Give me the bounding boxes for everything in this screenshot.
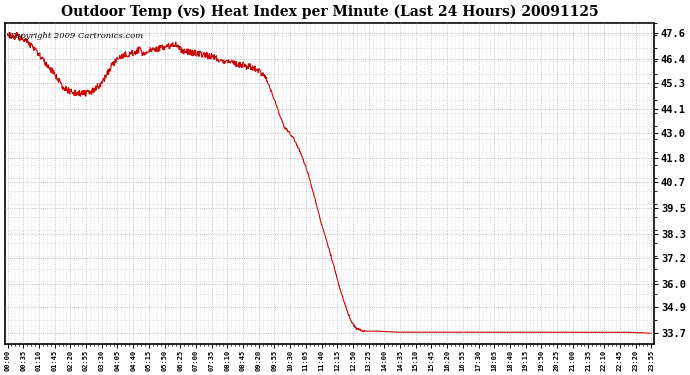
Title: Outdoor Temp (vs) Heat Index per Minute (Last 24 Hours) 20091125: Outdoor Temp (vs) Heat Index per Minute … (61, 4, 598, 18)
Text: Copyright 2009 Cartronics.com: Copyright 2009 Cartronics.com (8, 32, 143, 40)
